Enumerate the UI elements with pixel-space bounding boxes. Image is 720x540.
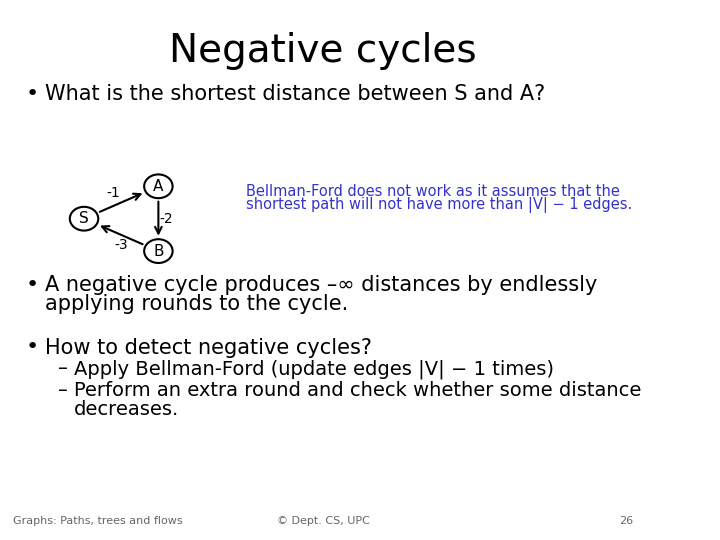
Text: •: • xyxy=(26,338,39,357)
Text: -1: -1 xyxy=(107,186,120,200)
Text: © Dept. CS, UPC: © Dept. CS, UPC xyxy=(276,516,369,526)
Text: 26: 26 xyxy=(619,516,634,526)
Text: Apply Bellman-Ford (update edges |V| − 1 times): Apply Bellman-Ford (update edges |V| − 1… xyxy=(74,359,554,379)
Text: What is the shortest distance between S and A?: What is the shortest distance between S … xyxy=(45,84,546,104)
Text: B: B xyxy=(153,244,163,259)
Text: S: S xyxy=(79,211,89,226)
Text: –: – xyxy=(58,359,68,378)
Circle shape xyxy=(144,239,173,263)
Text: -3: -3 xyxy=(114,238,128,252)
Text: -2: -2 xyxy=(159,212,173,226)
Text: Graphs: Paths, trees and flows: Graphs: Paths, trees and flows xyxy=(13,516,183,526)
Text: Bellman-Ford does not work as it assumes that the: Bellman-Ford does not work as it assumes… xyxy=(246,184,619,199)
Text: decreases.: decreases. xyxy=(74,400,179,419)
Text: •: • xyxy=(26,275,39,295)
Text: How to detect negative cycles?: How to detect negative cycles? xyxy=(45,338,372,357)
Circle shape xyxy=(70,207,98,231)
Circle shape xyxy=(144,174,173,198)
Text: –: – xyxy=(58,381,68,400)
Text: shortest path will not have more than |V| − 1 edges.: shortest path will not have more than |V… xyxy=(246,197,632,213)
Text: Perform an extra round and check whether some distance: Perform an extra round and check whether… xyxy=(74,381,642,400)
Text: Negative cycles: Negative cycles xyxy=(169,32,477,70)
Text: A negative cycle produces –∞ distances by endlessly: A negative cycle produces –∞ distances b… xyxy=(45,275,598,295)
Text: A: A xyxy=(153,179,163,194)
Text: •: • xyxy=(26,84,39,104)
Text: applying rounds to the cycle.: applying rounds to the cycle. xyxy=(45,294,348,314)
